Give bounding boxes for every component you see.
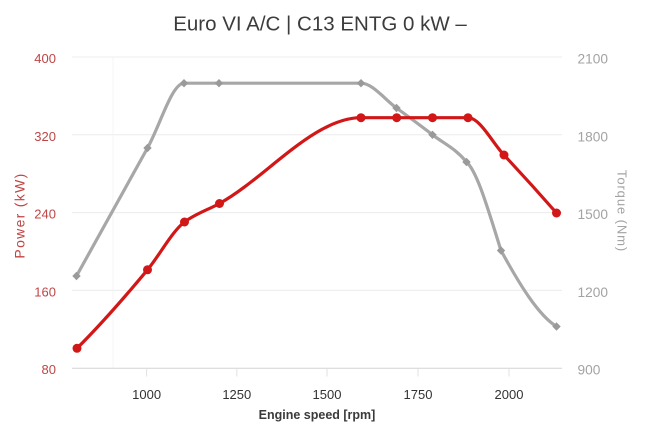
svg-text:240: 240 (34, 207, 56, 222)
svg-text:Engine speed [rpm]: Engine speed [rpm] (259, 408, 376, 422)
svg-text:1500: 1500 (578, 207, 609, 222)
svg-text:1250: 1250 (222, 387, 251, 402)
svg-text:Euro VI A/C | C13 ENTG 0 kW –: Euro VI A/C | C13 ENTG 0 kW – (173, 13, 467, 36)
svg-text:400: 400 (34, 51, 56, 66)
svg-text:Torque (Nm): Torque (Nm) (615, 170, 630, 252)
svg-text:Power (kW): Power (kW) (12, 172, 28, 258)
svg-text:900: 900 (578, 363, 601, 378)
svg-text:160: 160 (34, 284, 56, 299)
svg-text:320: 320 (34, 129, 56, 144)
svg-text:1750: 1750 (404, 387, 433, 402)
svg-text:2100: 2100 (578, 52, 609, 67)
svg-text:80: 80 (42, 362, 56, 377)
svg-text:1000: 1000 (132, 387, 161, 402)
svg-text:2000: 2000 (495, 387, 524, 402)
svg-text:1200: 1200 (578, 285, 609, 300)
svg-text:1800: 1800 (578, 129, 609, 144)
svg-text:1500: 1500 (313, 387, 342, 402)
